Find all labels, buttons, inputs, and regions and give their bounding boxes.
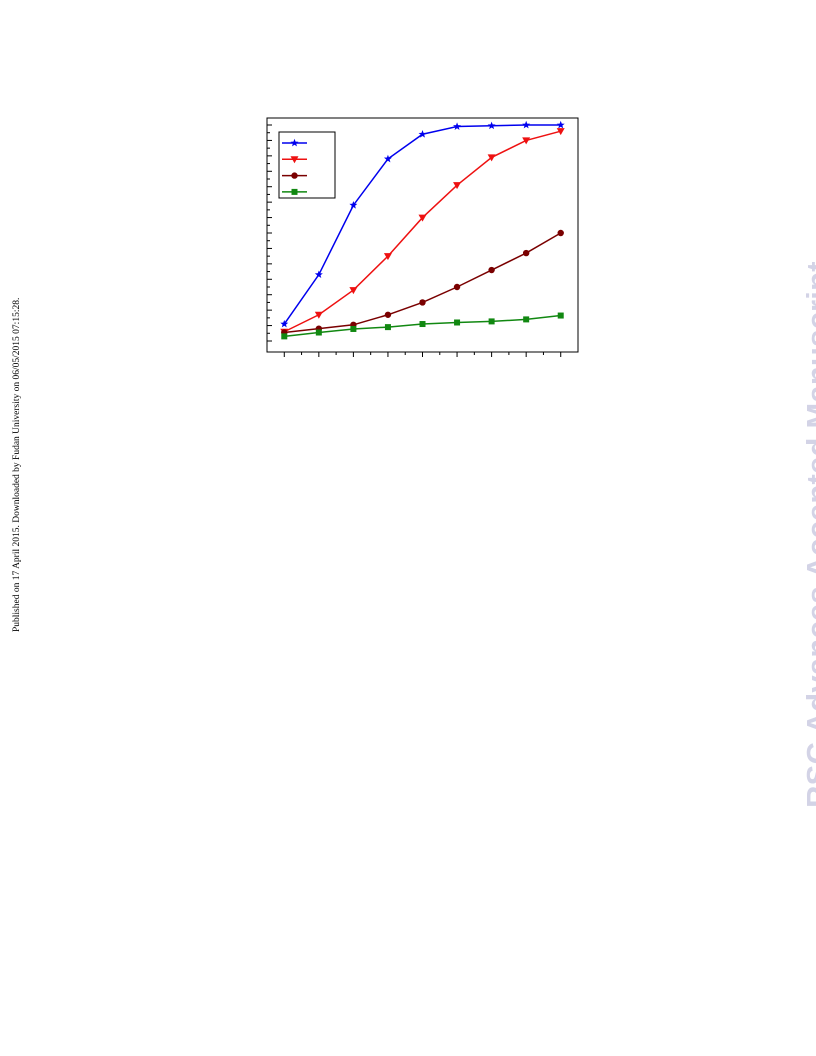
point-triangle (453, 182, 462, 190)
point-triangle (418, 214, 427, 222)
point-star (453, 122, 462, 130)
point-square (523, 316, 530, 323)
series-line (284, 232, 562, 334)
legend (278, 131, 336, 199)
point-triangle (290, 156, 299, 164)
point-square (557, 312, 564, 319)
legend-entry-square (282, 188, 307, 195)
legend-box (278, 131, 336, 199)
legend-entry-star (282, 138, 307, 147)
point-triangle (349, 287, 358, 295)
point-square (281, 333, 288, 340)
point-star (556, 120, 565, 129)
series-triangle (280, 128, 565, 336)
point-triangle (556, 128, 565, 136)
series-square (281, 312, 564, 340)
axis-ticks (267, 124, 562, 357)
point-star (314, 270, 323, 279)
point-star (349, 201, 358, 209)
point-circle (522, 249, 530, 257)
point-triangle (314, 311, 323, 319)
point-circle (488, 266, 495, 274)
point-circle (291, 172, 298, 179)
point-square (315, 329, 322, 336)
point-star (522, 120, 531, 129)
legend-entry-triangle (282, 156, 307, 164)
point-circle (384, 311, 392, 318)
point-star (383, 154, 392, 163)
point-star (290, 138, 299, 147)
series-layer (280, 120, 565, 340)
point-square (454, 319, 461, 326)
point-square (488, 318, 495, 325)
point-square (384, 324, 391, 331)
point-circle (419, 299, 426, 306)
point-star (280, 319, 289, 328)
point-triangle (487, 154, 496, 162)
point-circle (557, 229, 564, 237)
point-triangle (383, 253, 392, 261)
point-square (291, 188, 298, 195)
legend-entry-circle (282, 172, 307, 179)
point-square (419, 321, 426, 328)
series-star (280, 120, 565, 328)
series-circle (281, 229, 564, 336)
point-triangle (522, 137, 531, 145)
point-star (487, 121, 496, 130)
point-star (418, 130, 427, 138)
point-circle (453, 283, 461, 291)
point-square (350, 325, 357, 332)
